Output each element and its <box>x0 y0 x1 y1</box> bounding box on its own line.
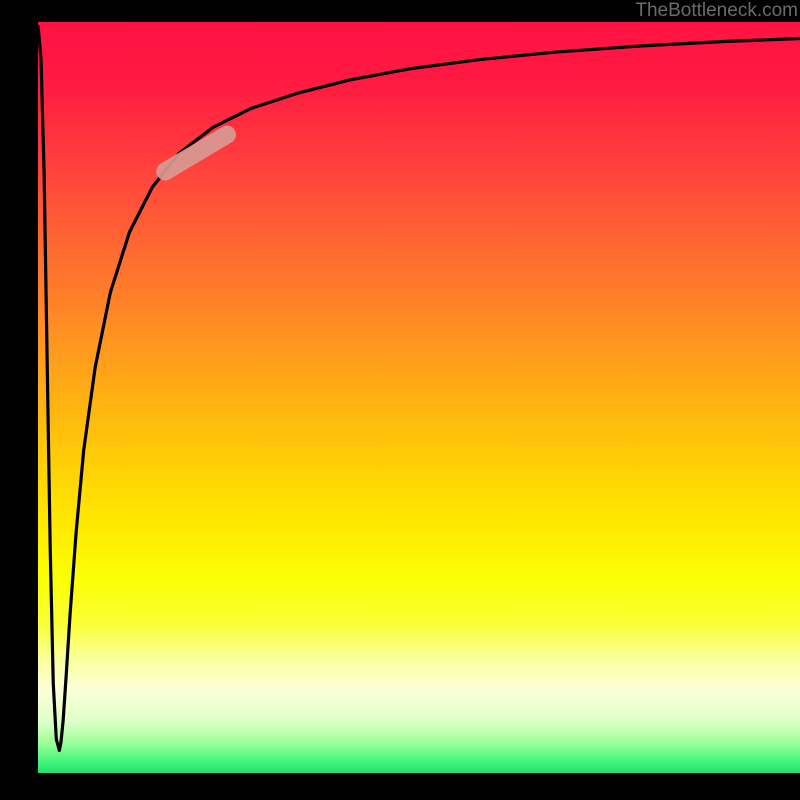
watermark-text: TheBottleneck.com <box>635 0 798 22</box>
gradient-background <box>38 22 800 773</box>
plot-area <box>38 22 800 773</box>
chart-canvas: TheBottleneck.com <box>0 0 800 800</box>
